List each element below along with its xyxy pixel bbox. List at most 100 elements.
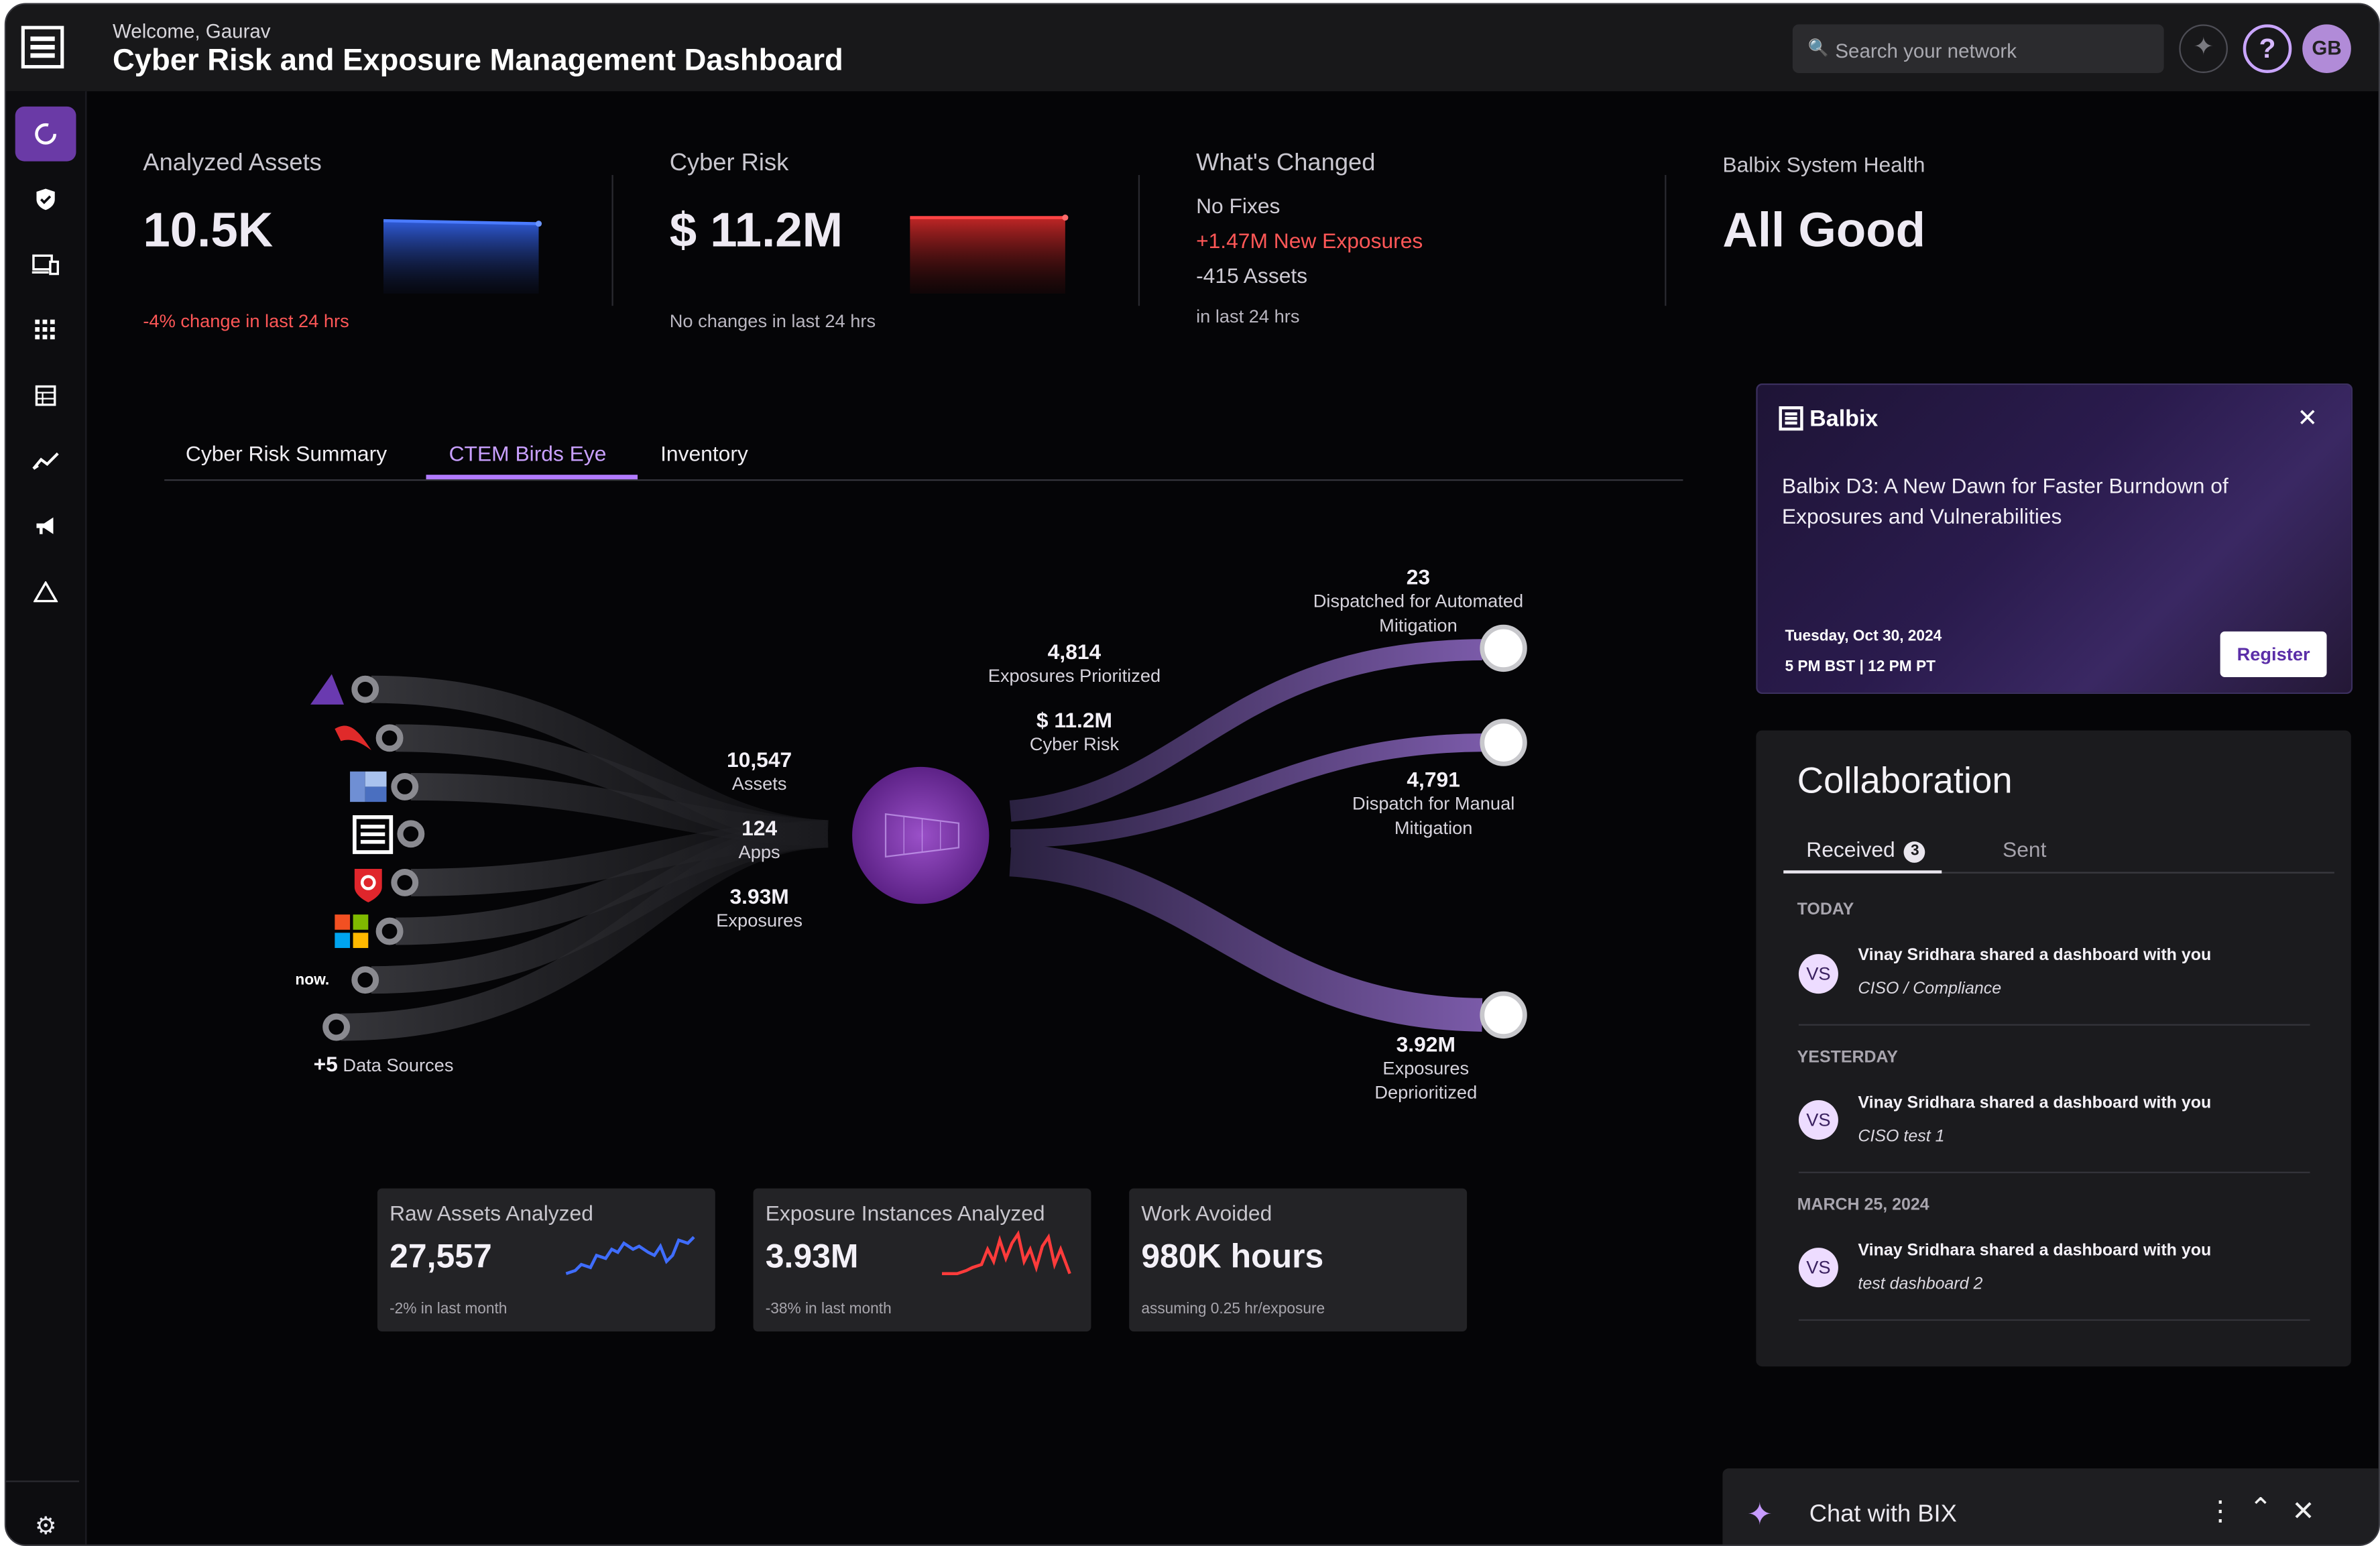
whats-changed-period: in last 24 hrs <box>1196 306 1300 327</box>
source-logo-icon <box>310 674 344 705</box>
exposure-instances-change: -38% in last month <box>765 1301 892 1318</box>
deprioritized-metric: 3.92M Exposures Deprioritized <box>1319 1032 1533 1105</box>
prioritized-count: 4,814 <box>1047 639 1102 664</box>
active-tab-indicator <box>426 475 638 479</box>
tab-inventory[interactable]: Inventory <box>660 441 748 466</box>
table-icon <box>35 385 56 406</box>
more-options-icon[interactable]: ⋮ <box>2206 1496 2235 1527</box>
source-logo-icon <box>350 771 387 802</box>
exposures-count: 3.93M <box>729 884 789 909</box>
shared-dashboard-link[interactable]: test dashboard 2 <box>1858 1275 1983 1294</box>
webinar-promo-card: Balbix ✕ Balbix D3: A New Dawn for Faste… <box>1756 383 2353 694</box>
received-count-badge: 3 <box>1904 841 1926 863</box>
analyzed-assets-label: Analyzed Assets <box>143 150 322 177</box>
share-notification[interactable]: Vinay Sridhara shared a dashboard with y… <box>1858 1093 2212 1113</box>
target-nodes <box>1480 624 1527 1039</box>
outflow-ribbons <box>1009 639 1483 1032</box>
chevron-up-icon[interactable]: ⌃ <box>2249 1492 2273 1523</box>
tab-received[interactable]: Received 3 <box>1806 837 1926 863</box>
source-node <box>391 868 419 896</box>
promo-time: 5 PM BST | 12 PM PT <box>1785 658 1936 676</box>
devices-icon <box>32 254 59 276</box>
sidebar-item-devices[interactable] <box>15 237 76 292</box>
chat-bar[interactable]: ✦ Chat with BIX ⋮ ⌃ ✕ <box>1722 1468 2379 1545</box>
share-notification[interactable]: Vinay Sridhara shared a dashboard with y… <box>1858 946 2212 965</box>
cyber-risk-value: $ 11.2M <box>669 202 843 257</box>
work-avoided-value: 980K hours <box>1141 1237 1324 1276</box>
automated-label-1: Dispatched for Automated <box>1313 590 1524 612</box>
deprioritized-label-1: Exposures <box>1382 1057 1470 1079</box>
work-avoided-card[interactable]: Work Avoided 980K hours assuming 0.25 hr… <box>1129 1188 1468 1331</box>
whats-changed-new-exposures: +1.47M New Exposures <box>1196 228 1423 253</box>
row-divider <box>1798 1171 2310 1173</box>
register-button[interactable]: Register <box>2220 631 2327 678</box>
risk-metric: $ 11.2M Cyber Risk <box>953 707 1196 756</box>
tab-cyber-risk-summary[interactable]: Cyber Risk Summary <box>185 441 388 466</box>
raw-assets-card[interactable]: Raw Assets Analyzed 27,557 -2% in last m… <box>377 1188 715 1331</box>
tab-ctem-birds-eye[interactable]: CTEM Birds Eye <box>449 441 607 466</box>
megaphone-icon <box>36 517 54 534</box>
close-chat-icon[interactable]: ✕ <box>2292 1496 2315 1527</box>
cyber-risk-sparkline <box>910 215 1069 294</box>
row-divider <box>1798 1319 2310 1321</box>
user-avatar[interactable]: GB <box>2302 24 2351 73</box>
shield-check-icon <box>36 188 55 211</box>
shared-dashboard-link[interactable]: CISO test 1 <box>1858 1127 1945 1146</box>
more-data-sources: +5 Data Sources <box>314 1051 454 1077</box>
warning-triangle-icon <box>33 580 58 603</box>
raw-assets-sparkline <box>565 1236 695 1275</box>
sidebar-item-security[interactable] <box>15 172 76 227</box>
sidebar-item-settings[interactable]: ⚙ <box>15 1500 76 1545</box>
exposure-instances-card[interactable]: Exposure Instances Analyzed 3.93M -38% i… <box>753 1188 1091 1331</box>
tabs-divider <box>164 479 1683 481</box>
raw-assets-change: -2% in last month <box>390 1301 508 1318</box>
whats-changed-fixes: No Fixes <box>1196 193 1281 218</box>
source-node <box>375 724 404 752</box>
close-icon[interactable]: ✕ <box>2297 406 2318 432</box>
more-sources-count: +5 <box>313 1051 338 1076</box>
risk-label: Cyber Risk <box>1029 733 1120 755</box>
sidebar-item-alerts[interactable] <box>15 564 76 619</box>
sidebar-item-dashboard[interactable] <box>15 106 76 162</box>
exposures-metric: 3.93M Exposures <box>699 884 821 933</box>
search-input[interactable] <box>1832 33 2158 67</box>
inflow-ribbons <box>341 675 829 1041</box>
manual-label-2: Mitigation <box>1394 817 1473 839</box>
tab-received-label: Received <box>1806 837 1895 861</box>
funnel-icon <box>884 813 960 858</box>
balbix-logo-icon[interactable] <box>21 25 64 69</box>
promo-brand: Balbix <box>1779 406 1878 432</box>
ai-sparkle-icon[interactable]: ✦ <box>2179 24 2228 73</box>
apps-metric: 124 Apps <box>699 816 821 865</box>
app-window: Welcome, Gaurav Cyber Risk and Exposure … <box>4 3 2380 1546</box>
help-icon[interactable]: ? <box>2243 24 2292 73</box>
tab-sent[interactable]: Sent <box>2003 837 2047 861</box>
source-logo-icon <box>335 725 371 750</box>
microsoft-logo-icon <box>335 914 369 949</box>
analyzed-assets-change: -4% change in last 24 hrs <box>143 310 349 332</box>
assets-label: Assets <box>731 773 787 794</box>
balbix-logo-icon <box>1779 406 1803 431</box>
system-health-value: All Good <box>1722 202 1926 257</box>
stat-divider <box>1138 175 1140 306</box>
sidebar-item-reports[interactable] <box>15 368 76 423</box>
stat-divider <box>611 175 613 306</box>
shared-dashboard-link[interactable]: CISO / Compliance <box>1858 979 2002 998</box>
sidebar-item-announcements[interactable] <box>15 499 76 554</box>
prioritization-hub <box>852 766 990 904</box>
search-box[interactable]: 🔍 <box>1792 24 2164 73</box>
share-notification[interactable]: Vinay Sridhara shared a dashboard with y… <box>1858 1242 2212 1260</box>
collab-tabs-divider <box>1783 872 2334 874</box>
raw-assets-value: 27,557 <box>390 1237 492 1276</box>
apps-count: 124 <box>741 815 778 840</box>
sidebar-item-apps[interactable] <box>15 303 76 358</box>
group-heading: MARCH 25, 2024 <box>1797 1195 1929 1215</box>
source-node <box>375 917 404 945</box>
raw-assets-label: Raw Assets Analyzed <box>390 1200 593 1226</box>
prioritized-metric: 4,814 Exposures Prioritized <box>953 639 1196 688</box>
analyzed-assets-value: 10.5K <box>143 202 274 257</box>
cyber-risk-change: No changes in last 24 hrs <box>669 310 876 332</box>
deprioritized-node <box>1480 991 1527 1039</box>
sidebar-item-trends[interactable] <box>15 434 76 489</box>
cyber-risk-label: Cyber Risk <box>669 150 789 177</box>
